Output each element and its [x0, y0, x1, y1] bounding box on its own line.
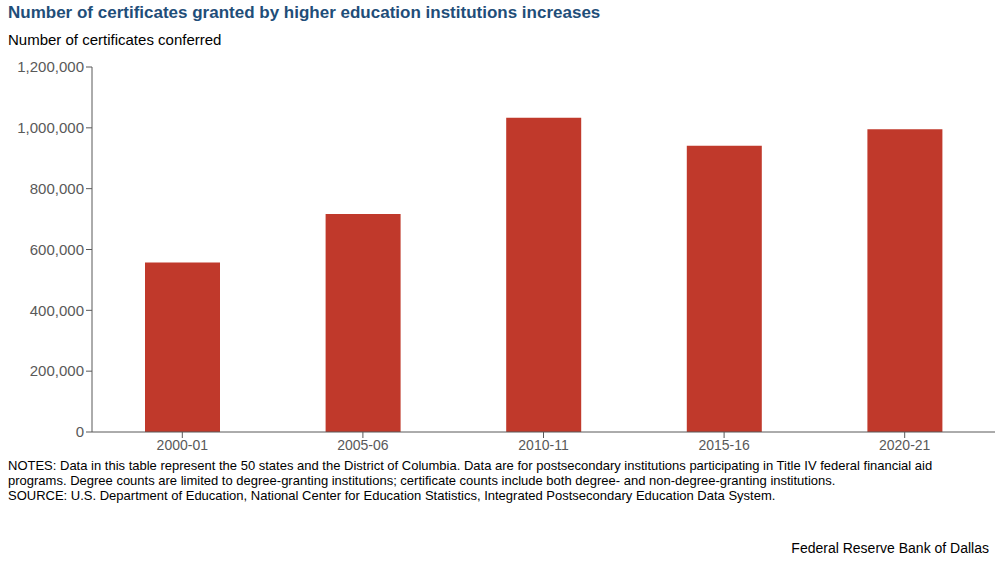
svg-text:800,000: 800,000: [30, 180, 84, 197]
svg-text:2020-21: 2020-21: [879, 437, 931, 453]
svg-text:2005-06: 2005-06: [337, 437, 389, 453]
svg-text:0: 0: [76, 423, 84, 440]
svg-text:2015-16: 2015-16: [698, 437, 750, 453]
svg-text:600,000: 600,000: [30, 241, 84, 258]
svg-text:2010-11: 2010-11: [518, 437, 569, 453]
svg-text:1,200,000: 1,200,000: [17, 58, 84, 75]
html-text:SOURCE: U.S. Department of Edu: SOURCE: U.S. Department of Education, Na…: [8, 488, 776, 503]
html-text:NOTES: Data in this table repr: NOTES: Data in this table represent the …: [8, 458, 933, 488]
svg-text:1,000,000: 1,000,000: [17, 119, 84, 136]
svg-text:400,000: 400,000: [30, 302, 84, 319]
html-text:Number of certificates conferr: Number of certificates conferred: [8, 31, 222, 48]
svg-text:200,000: 200,000: [30, 362, 84, 379]
html-text:Number of certificates granted: Number of certificates granted by higher…: [8, 3, 601, 22]
html-text:Federal Reserve Bank of Dallas: Federal Reserve Bank of Dallas: [791, 540, 989, 556]
svg-text:2000-01: 2000-01: [157, 437, 209, 453]
